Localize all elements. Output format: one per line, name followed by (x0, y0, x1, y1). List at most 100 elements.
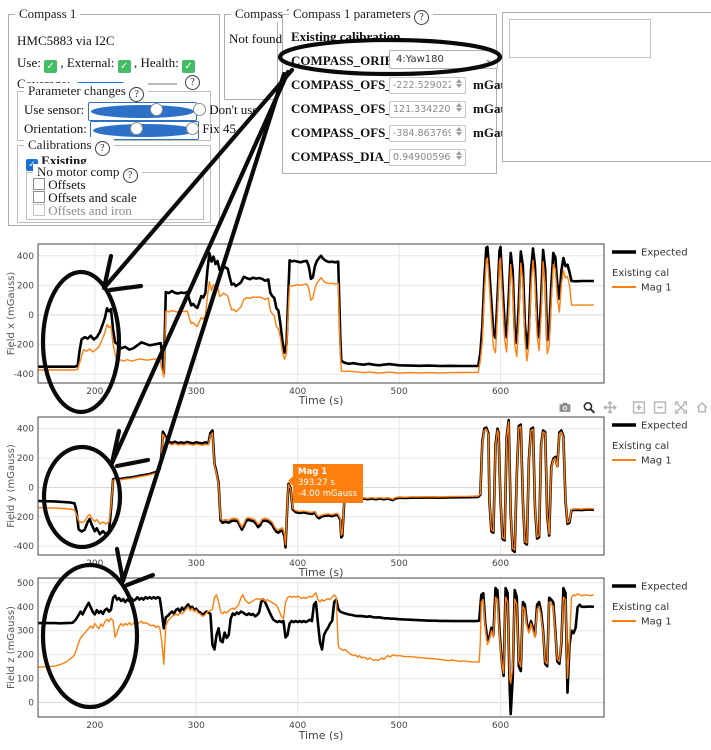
x-tick-label: 400 (289, 559, 306, 569)
y-tick-label: -200 (14, 341, 35, 351)
chart-legend[interactable]: Expected Existing cal Mag 1 (612, 248, 688, 294)
y-tick-label: 200 (17, 651, 34, 661)
chart-legend[interactable]: Expected Existing cal Mag 1 (612, 582, 688, 628)
x-tick-label: 200 (86, 387, 103, 397)
reset-home-icon[interactable] (695, 401, 709, 414)
x-tick-label: 600 (492, 387, 509, 397)
offsets-scale-checkbox[interactable] (33, 191, 45, 203)
empty-text-area[interactable] (509, 19, 651, 58)
y-tick-label: 400 (17, 603, 34, 613)
compass-ofs-y-label: COMPASS_OFS_Y (291, 101, 402, 116)
y-tick-label: 100 (17, 675, 34, 685)
legend-expected-label[interactable]: Expected (641, 421, 688, 432)
legend-group-label: Existing cal (612, 602, 669, 613)
parameters-help-icon[interactable]: ? (413, 10, 429, 25)
use-sensor-label: Use sensor: (24, 102, 85, 117)
compass2-status: Not found (229, 31, 283, 46)
spinner-icon[interactable] (454, 77, 464, 90)
plot-area[interactable] (37, 577, 605, 718)
compass-dia-x-field[interactable] (389, 147, 466, 166)
y-tick-label: 200 (17, 281, 34, 291)
right-side-panel (502, 12, 711, 162)
y-tick-label: 400 (17, 425, 34, 435)
plot-area[interactable] (37, 243, 605, 384)
chart-modebar (558, 401, 709, 414)
spinner-icon[interactable] (454, 125, 464, 138)
tooltip-series-name: Mag 1 (298, 467, 328, 477)
y-tick-label: 200 (17, 454, 34, 464)
compass-ofs-x-input[interactable] (389, 77, 466, 94)
compass-ofs-z-field[interactable] (389, 123, 466, 142)
compass-ofs-x-label: COMPASS_OFS_X (291, 77, 402, 92)
series-mag-1 (38, 257, 594, 378)
spinner-icon[interactable] (454, 149, 464, 162)
x-tick-label: 300 (188, 387, 205, 397)
y-tick-label: -400 (14, 542, 35, 552)
health-label: , Health: (134, 55, 179, 70)
legend-group-label: Existing cal (612, 441, 669, 452)
compass-dia-x-label: COMPASS_DIA_X (291, 149, 400, 164)
camera-icon[interactable] (558, 401, 572, 414)
legend-expected-label[interactable]: Expected (641, 248, 688, 259)
plot-area[interactable] (37, 416, 605, 556)
compass-ofs-y-input[interactable] (389, 101, 466, 118)
legend-mag-label[interactable]: Mag 1 (641, 456, 672, 467)
x-axis-title: Time (s) (298, 394, 344, 407)
y-tick-label: 500 (17, 579, 34, 589)
orientation-label: Orientation: (24, 121, 87, 136)
x-tick-label: 300 (188, 559, 205, 569)
compass1-parameters-title: Compass 1 parameters ? (289, 6, 433, 25)
spinner-icon[interactable] (454, 101, 464, 114)
y-axis-title: Field z (mGauss) (6, 606, 17, 689)
x-axis-title: Time (s) (298, 566, 344, 579)
y-axis-title: Field x (mGauss) (6, 272, 17, 356)
compass-dia-x-input[interactable] (389, 149, 466, 166)
pan-icon[interactable] (603, 401, 617, 414)
x-tick-label: 400 (289, 721, 306, 731)
x-tick-label: 200 (86, 721, 103, 731)
y-tick-label: 400 (17, 252, 34, 262)
use-checkbox[interactable]: ✓ (44, 60, 58, 73)
legend-mag-label[interactable]: Mag 1 (641, 283, 672, 294)
x-tick-label: 500 (391, 387, 408, 397)
use-label: Use: (17, 55, 41, 70)
legend-group-label: Existing cal (612, 268, 669, 279)
y-tick-label: -200 (14, 513, 35, 523)
x-tick-label: 400 (289, 387, 306, 397)
compass2-panel-title: Compass 2 (231, 6, 297, 22)
y-tick-label: 300 (17, 627, 34, 637)
sensor-name: HMC5883 via I2C (17, 33, 115, 48)
x-tick-label: 300 (188, 721, 205, 731)
offsets-row: Offsets (33, 177, 86, 193)
x-tick-label: 600 (492, 559, 509, 569)
compass-ofs-x-field[interactable] (389, 75, 466, 94)
legend-expected-label[interactable]: Expected (641, 582, 688, 593)
chart-0: -400 -200 0 200 400 200 300 400 500 600 Time (s) Fi… (6, 243, 688, 407)
y-tick-label: -400 (14, 370, 35, 380)
compass1-panel-title: Compass 1 (15, 6, 81, 22)
series-expected (38, 586, 594, 716)
zoom-out-icon[interactable] (653, 401, 667, 414)
offsets-checkbox[interactable] (33, 178, 45, 190)
legend-mag-label[interactable]: Mag 1 (641, 617, 672, 628)
x-axis-title: Time (s) (298, 729, 344, 742)
x-tick-label: 200 (86, 559, 103, 569)
x-tick-label: 500 (391, 721, 408, 731)
compass-ofs-y-field[interactable] (389, 99, 466, 118)
y-tick-label: 0 (28, 483, 34, 493)
offsets-iron-checkbox[interactable] (33, 204, 45, 216)
zoom-in-icon[interactable] (632, 401, 646, 414)
compass-ofs-z-input[interactable] (389, 125, 466, 142)
tooltip-value: -4.00 mGauss (298, 489, 358, 500)
y-axis-title: Field y (mGauss) (6, 444, 17, 528)
external-label: , External: (60, 55, 115, 70)
chart-2: 0 100 200 300 400 500 200 300 400 500 600 Time (s) F… (6, 577, 688, 742)
chart-legend[interactable]: Expected Existing cal Mag 1 (612, 421, 688, 467)
zoom-icon[interactable] (582, 401, 596, 414)
y-tick-label: 0 (28, 699, 34, 709)
compass-ofs-z-label: COMPASS_OFS_Z (291, 125, 401, 140)
y-tick-label: 0 (28, 311, 34, 321)
autoscale-icon[interactable] (674, 401, 688, 414)
